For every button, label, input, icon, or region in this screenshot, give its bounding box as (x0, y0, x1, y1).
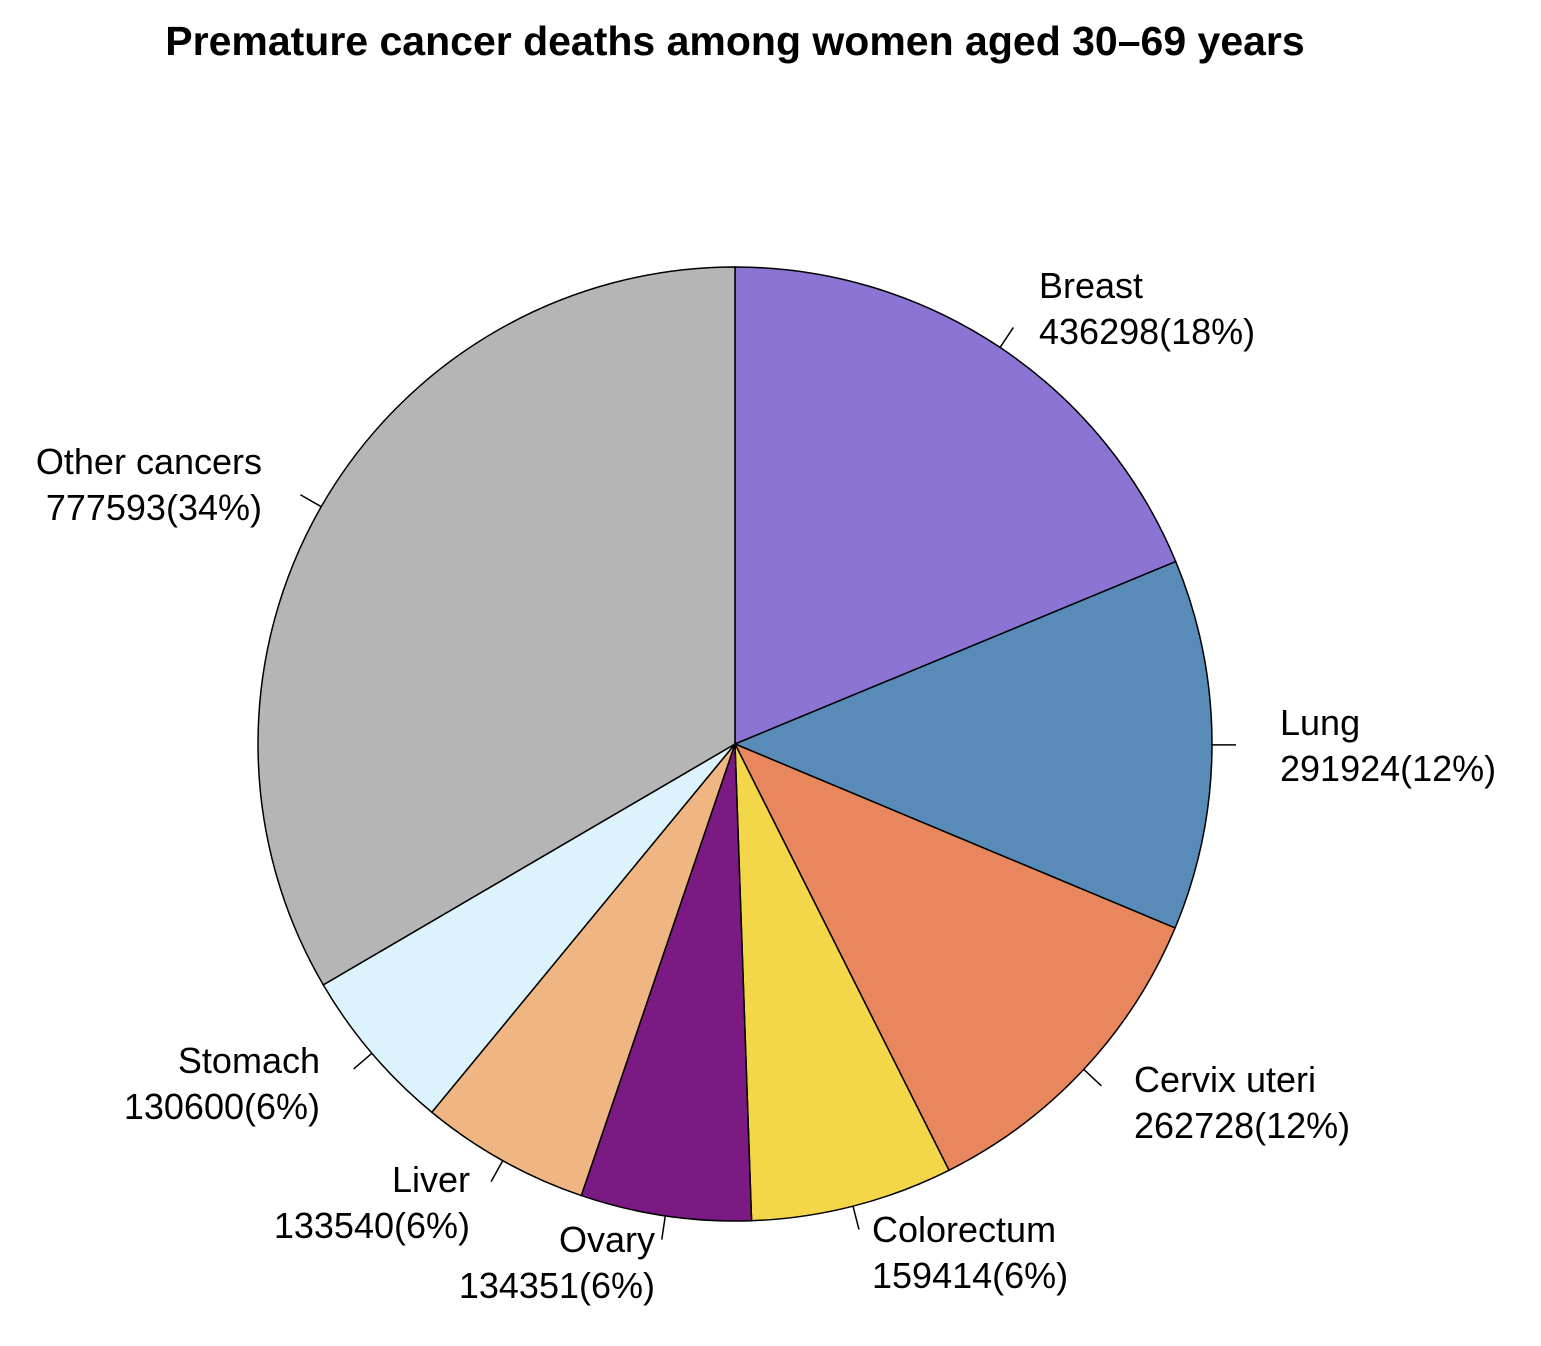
pie-slices (257, 266, 1213, 1222)
pie-slice-cervix-uteri (733, 742, 1177, 1172)
leader-line-ovary (661, 1215, 667, 1240)
slice-value-lung: 291924(12%) (1280, 748, 1496, 789)
slice-value-other-cancers: 777593(34%) (46, 487, 262, 528)
leader-line-liver (490, 1160, 504, 1182)
pie-slice-lung (733, 560, 1213, 929)
slice-label-stomach: Stomach (178, 1040, 320, 1081)
slice-label-cervix-uteri: Cervix uteri (1134, 1059, 1316, 1100)
slice-value-breast: 436298(18%) (1039, 311, 1255, 352)
leader-line-stomach (353, 1052, 373, 1070)
slice-label-liver: Liver (392, 1159, 470, 1200)
leader-line-cervix-uteri (1083, 1068, 1102, 1087)
leader-line-breast (999, 327, 1015, 348)
pie-labels: Breast 436298(18%) Lung 291924(12%) Cervix u… (36, 265, 1496, 1306)
slice-label-ovary: Ovary (559, 1219, 655, 1260)
slice-value-stomach: 130600(6%) (124, 1086, 320, 1127)
leader-line-other-cancers (300, 494, 322, 508)
leader-line-colorectum (852, 1205, 860, 1230)
chart-title: Premature cancer deaths among women aged… (165, 18, 1305, 64)
slice-label-breast: Breast (1039, 265, 1143, 306)
pie-slice-colorectum (734, 743, 951, 1222)
slice-value-cervix-uteri: 262728(12%) (1134, 1105, 1350, 1146)
slice-value-liver: 133540(6%) (274, 1205, 470, 1246)
slice-label-colorectum: Colorectum (872, 1209, 1056, 1250)
pie-slice-ovary (580, 743, 753, 1222)
slice-value-colorectum: 159414(6%) (872, 1255, 1068, 1296)
slice-label-lung: Lung (1280, 702, 1360, 743)
slice-value-ovary: 134351(6%) (459, 1265, 655, 1306)
pie-slice-breast (734, 266, 1177, 746)
slice-label-other-cancers: Other cancers (36, 441, 262, 482)
